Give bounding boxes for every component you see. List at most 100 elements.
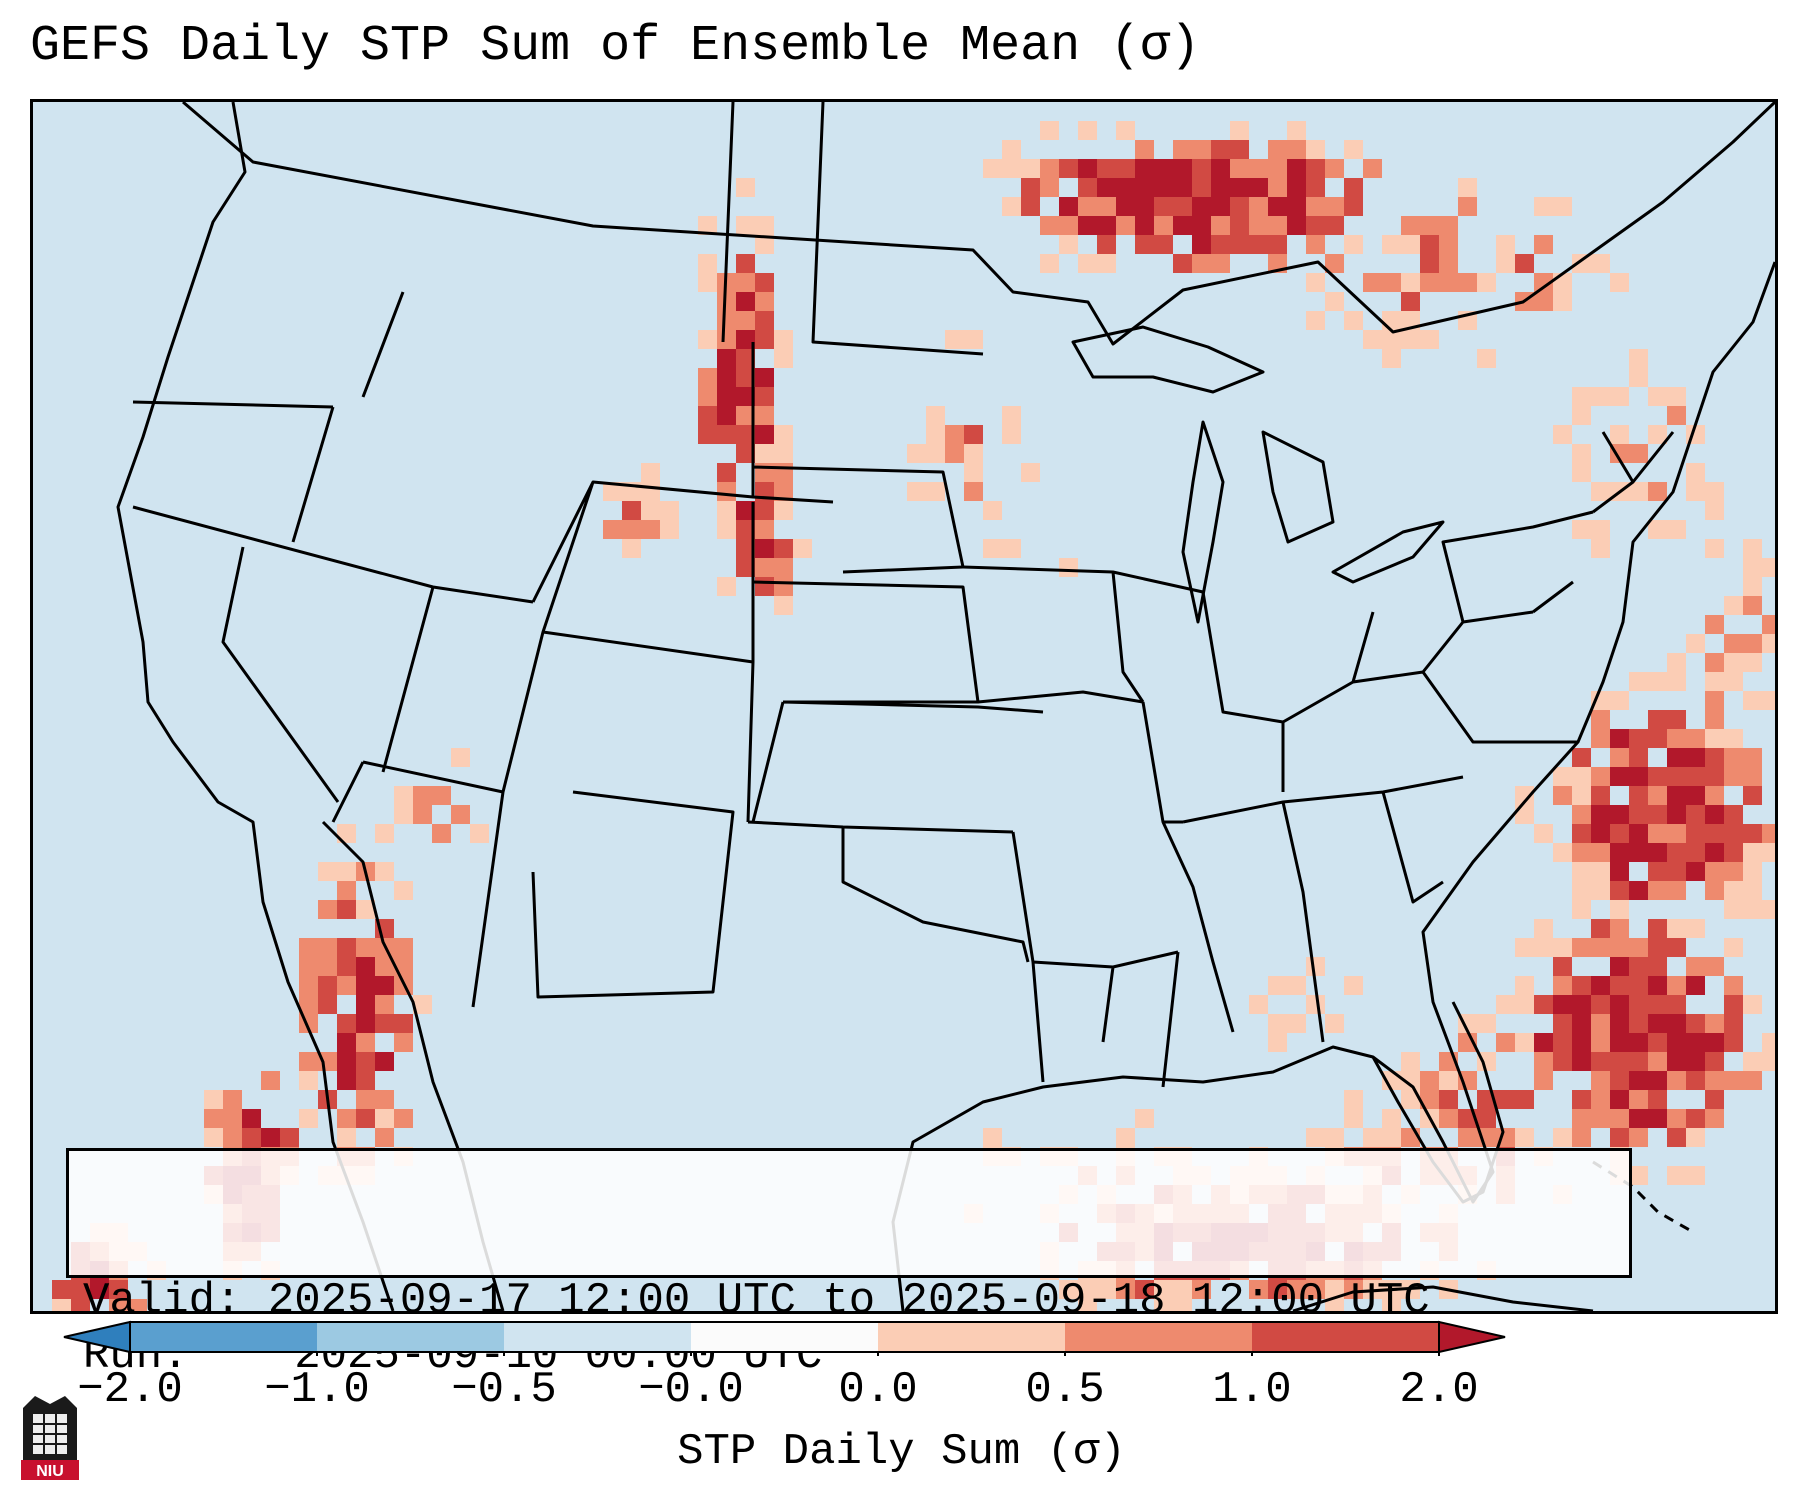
anomaly-cell <box>1743 843 1762 862</box>
anomaly-cell <box>1705 1109 1724 1128</box>
anomaly-cell <box>983 501 1002 520</box>
anomaly-cell <box>1667 862 1686 881</box>
anomaly-cell <box>356 995 375 1014</box>
anomaly-cell <box>109 1299 128 1311</box>
anomaly-cell <box>1458 178 1477 197</box>
anomaly-cell <box>1306 159 1325 178</box>
anomaly-cell <box>1382 235 1401 254</box>
anomaly-cell <box>375 1052 394 1071</box>
colorbar-segment <box>691 1322 878 1352</box>
anomaly-cell <box>204 1128 223 1147</box>
anomaly-cell <box>299 995 318 1014</box>
anomaly-cell <box>1116 1280 1135 1299</box>
anomaly-cell <box>356 976 375 995</box>
anomaly-cell <box>1515 786 1534 805</box>
anomaly-cell <box>1268 1014 1287 1033</box>
anomaly-cell <box>1553 843 1572 862</box>
anomaly-cell <box>1705 1033 1724 1052</box>
anomaly-cell <box>1724 995 1743 1014</box>
anomaly-cell <box>1705 748 1724 767</box>
anomaly-cell <box>1154 235 1173 254</box>
anomaly-cell <box>1420 1090 1439 1109</box>
anomaly-cell <box>1534 292 1553 311</box>
anomaly-cell <box>1135 1109 1154 1128</box>
anomaly-cell <box>1116 197 1135 216</box>
anomaly-cell <box>1078 159 1097 178</box>
anomaly-cell <box>1059 216 1078 235</box>
anomaly-cell <box>1363 159 1382 178</box>
anomaly-cell <box>1021 178 1040 197</box>
anomaly-cell <box>1610 1071 1629 1090</box>
anomaly-cell <box>1211 254 1230 273</box>
anomaly-cell <box>1553 1128 1572 1147</box>
lake-michigan <box>1181 420 1225 624</box>
anomaly-cell <box>1591 254 1610 273</box>
anomaly-cell <box>261 1071 280 1090</box>
anomaly-cell <box>1572 786 1591 805</box>
anomaly-cell <box>1667 672 1686 691</box>
anomaly-cell <box>318 900 337 919</box>
anomaly-cell <box>1648 824 1667 843</box>
anomaly-cell <box>1743 862 1762 881</box>
colorbar-segment <box>317 1322 504 1352</box>
anomaly-cell <box>736 406 755 425</box>
anomaly-cell <box>1078 121 1097 140</box>
anomaly-cell <box>1743 748 1762 767</box>
anomaly-cell <box>1097 159 1116 178</box>
anomaly-cell <box>1477 1014 1496 1033</box>
anomaly-cell <box>1686 482 1705 501</box>
anomaly-cell <box>318 995 337 1014</box>
anomaly-cell <box>1667 976 1686 995</box>
anomaly-cell <box>736 368 755 387</box>
anomaly-cell <box>1591 1071 1610 1090</box>
anomaly-cell <box>755 425 774 444</box>
anomaly-cell <box>1021 197 1040 216</box>
anomaly-cell <box>717 349 736 368</box>
anomaly-cell <box>1249 1280 1268 1299</box>
anomaly-cell <box>1496 235 1515 254</box>
anomaly-cell <box>299 1071 318 1090</box>
anomaly-cell <box>1097 254 1116 273</box>
anomaly-cell <box>774 558 793 577</box>
anomaly-cell <box>1059 159 1078 178</box>
anomaly-cell <box>1705 1090 1724 1109</box>
anomaly-cell <box>1553 273 1572 292</box>
anomaly-cell <box>223 1109 242 1128</box>
anomaly-cell <box>1515 1033 1534 1052</box>
anomaly-cell <box>1686 1033 1705 1052</box>
anomaly-cell <box>1439 1109 1458 1128</box>
anomaly-cell <box>356 1014 375 1033</box>
anomaly-cell <box>1154 216 1173 235</box>
anomaly-cell <box>1534 1033 1553 1052</box>
anomaly-cell <box>451 805 470 824</box>
anomaly-cell <box>1382 349 1401 368</box>
anomaly-cell <box>71 1280 90 1299</box>
anomaly-cell <box>1553 767 1572 786</box>
pacific-coastline <box>116 102 395 1311</box>
anomaly-cell <box>1040 159 1059 178</box>
anomaly-cell <box>1686 919 1705 938</box>
anomaly-cell <box>337 1128 356 1147</box>
anomaly-cell <box>394 1109 413 1128</box>
anomaly-cell <box>1230 159 1249 178</box>
anomaly-cell <box>1420 216 1439 235</box>
anomaly-cell <box>375 1090 394 1109</box>
anomaly-cell <box>1477 349 1496 368</box>
anomaly-cell <box>1686 786 1705 805</box>
anomaly-cell <box>964 425 983 444</box>
anomaly-cell <box>1591 786 1610 805</box>
anomaly-cell <box>1306 957 1325 976</box>
anomaly-cell <box>1591 710 1610 729</box>
anomaly-cell <box>356 1033 375 1052</box>
anomaly-cell <box>926 425 945 444</box>
colorbar-tick-label: 0.0 <box>838 1365 918 1415</box>
anomaly-cell <box>698 273 717 292</box>
anomaly-cell <box>736 349 755 368</box>
anomaly-cell <box>1648 1090 1667 1109</box>
anomaly-cell <box>1230 121 1249 140</box>
anomaly-cell <box>299 938 318 957</box>
anomaly-cell <box>1591 995 1610 1014</box>
anomaly-cell <box>755 539 774 558</box>
anomaly-cell <box>1648 387 1667 406</box>
anomaly-cell <box>1306 216 1325 235</box>
